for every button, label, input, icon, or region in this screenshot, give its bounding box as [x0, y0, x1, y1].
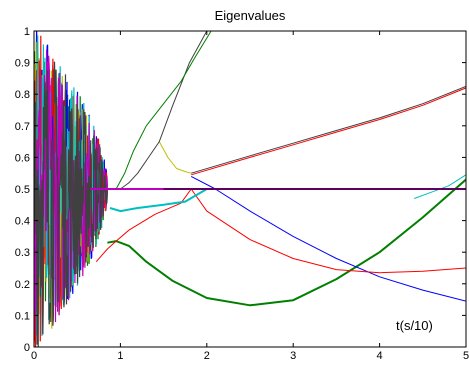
x-annotation: t(s/10) — [396, 318, 433, 333]
y-tick-label: 0.5 — [15, 184, 30, 196]
y-tick-label: 0.7 — [15, 121, 30, 133]
series-line-0 — [107, 178, 466, 307]
x-tick-label: 4 — [377, 350, 383, 362]
y-tick-label: 1 — [24, 26, 30, 38]
x-tick-label: 1 — [117, 350, 123, 362]
x-tick-label: 2 — [204, 350, 210, 362]
axis-ticks: 0 1 2 3 4 5 0 0.1 0.2 0.3 0.4 0.5 0.6 0.7 0.8 0.9 1 — [15, 26, 469, 362]
chart-title: Eigenvalues — [215, 8, 286, 23]
y-tick-label: 0.1 — [15, 310, 30, 322]
series-layer — [90, 31, 466, 307]
series-line-6 — [158, 141, 192, 174]
y-tick-label: 0.9 — [15, 58, 30, 70]
x-tick-label: 5 — [463, 350, 469, 362]
x-tick-label: 3 — [290, 350, 296, 362]
y-tick-label: 0 — [24, 342, 30, 354]
series-line-3 — [191, 87, 466, 176]
y-tick-label: 0.8 — [15, 89, 30, 101]
noise-trace-6 — [34, 61, 108, 347]
series-line-2 — [95, 188, 466, 274]
series-line-1 — [190, 175, 466, 302]
series-line-8 — [115, 31, 212, 190]
y-tick-label: 0.4 — [15, 216, 30, 228]
series-line-10 — [191, 85, 466, 174]
series-line-4 — [109, 188, 466, 213]
y-tick-label: 0.6 — [15, 152, 30, 164]
y-tick-label: 0.3 — [15, 247, 30, 259]
y-tick-label: 0.2 — [15, 279, 30, 291]
noise-region — [34, 31, 108, 347]
x-tick-label: 0 — [31, 350, 37, 362]
